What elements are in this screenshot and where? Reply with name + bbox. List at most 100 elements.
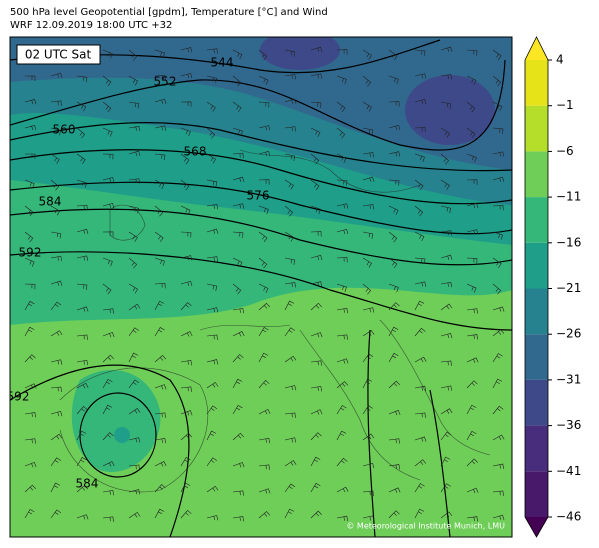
colorbar-band	[525, 105, 548, 152]
barb	[232, 203, 245, 209]
barb	[128, 352, 139, 363]
barb	[128, 408, 141, 415]
barb	[24, 383, 37, 389]
barb	[50, 411, 63, 417]
map: 544 552 560 568 576 584 592 592 584	[10, 37, 512, 537]
colorbar-tick-label: −6	[556, 144, 574, 158]
barb	[102, 490, 114, 496]
barb	[258, 231, 268, 243]
barb	[440, 205, 452, 214]
barb	[232, 176, 245, 183]
barb	[102, 177, 115, 183]
barb	[310, 360, 322, 366]
barb	[258, 511, 271, 519]
barb	[180, 386, 192, 392]
barb	[154, 74, 166, 81]
barb	[284, 437, 297, 443]
barb	[232, 331, 245, 337]
barb	[336, 257, 348, 263]
barb	[362, 330, 375, 337]
barb	[180, 482, 191, 493]
barb	[388, 231, 398, 243]
barb	[180, 457, 191, 467]
barb	[180, 432, 193, 441]
barb	[414, 281, 427, 287]
barb	[154, 257, 165, 266]
barb	[336, 515, 349, 522]
barb	[206, 75, 218, 84]
barb	[414, 385, 427, 392]
barb	[232, 49, 243, 60]
barb	[102, 378, 113, 389]
barb	[362, 433, 375, 441]
barb	[310, 281, 323, 287]
barb	[492, 329, 505, 337]
barb	[414, 412, 426, 418]
barb	[102, 127, 113, 137]
contour-label: 552	[154, 75, 177, 89]
barb	[232, 101, 242, 113]
barb	[414, 127, 426, 133]
barb	[388, 464, 400, 470]
barb	[50, 72, 63, 78]
credit: © Meteorological Institute Munich, LMU	[346, 522, 505, 531]
barb	[466, 357, 479, 363]
barb	[258, 205, 269, 215]
subtitle: WRF 12.09.2019 18:00 UTC +32	[10, 20, 172, 31]
barb	[284, 73, 296, 80]
barb	[362, 490, 374, 496]
colorbar-tick-label: 4	[556, 53, 564, 67]
barb	[232, 283, 242, 295]
colorbar: −46 −41 −36 −31 −26 −21 −16 −11 −6 −1 4	[524, 36, 581, 538]
barb	[284, 355, 297, 363]
barb	[258, 488, 271, 494]
barb	[50, 100, 62, 106]
barb	[388, 151, 401, 157]
barb	[336, 358, 349, 364]
barb	[466, 153, 477, 163]
barb	[24, 283, 36, 290]
barb	[180, 205, 191, 215]
colorbar-tick-label: −36	[556, 418, 581, 432]
barb	[492, 283, 502, 295]
barb	[440, 511, 453, 519]
barb	[180, 360, 192, 366]
barb	[362, 231, 374, 239]
barb	[336, 228, 349, 235]
barb	[362, 152, 374, 158]
contour-label: 544	[211, 56, 234, 70]
barb	[232, 75, 242, 87]
barb	[76, 359, 89, 366]
barb	[128, 75, 139, 86]
barb	[414, 483, 425, 493]
barb	[362, 176, 375, 182]
barb	[466, 127, 476, 139]
barb	[284, 282, 296, 288]
barb	[310, 101, 322, 108]
colorbar-band	[525, 425, 548, 472]
barb	[492, 405, 504, 415]
barb	[102, 432, 114, 441]
contour-label: 568	[184, 145, 207, 159]
barb	[128, 231, 138, 242]
barb	[50, 255, 63, 262]
barb	[154, 153, 166, 161]
colorbar-band	[525, 197, 548, 243]
contour-label: 584	[76, 477, 99, 491]
barb	[180, 331, 193, 337]
barb	[440, 101, 452, 109]
barb	[336, 101, 346, 113]
barb	[440, 254, 453, 260]
barb	[102, 153, 114, 160]
barb	[336, 203, 349, 209]
barb	[362, 127, 374, 135]
barb	[154, 384, 167, 390]
barb	[50, 231, 62, 239]
barb	[258, 125, 271, 131]
barb	[310, 302, 322, 311]
barb	[76, 484, 89, 493]
barb	[492, 151, 505, 157]
barb	[154, 179, 165, 190]
barb	[414, 508, 425, 519]
barb	[180, 510, 192, 519]
